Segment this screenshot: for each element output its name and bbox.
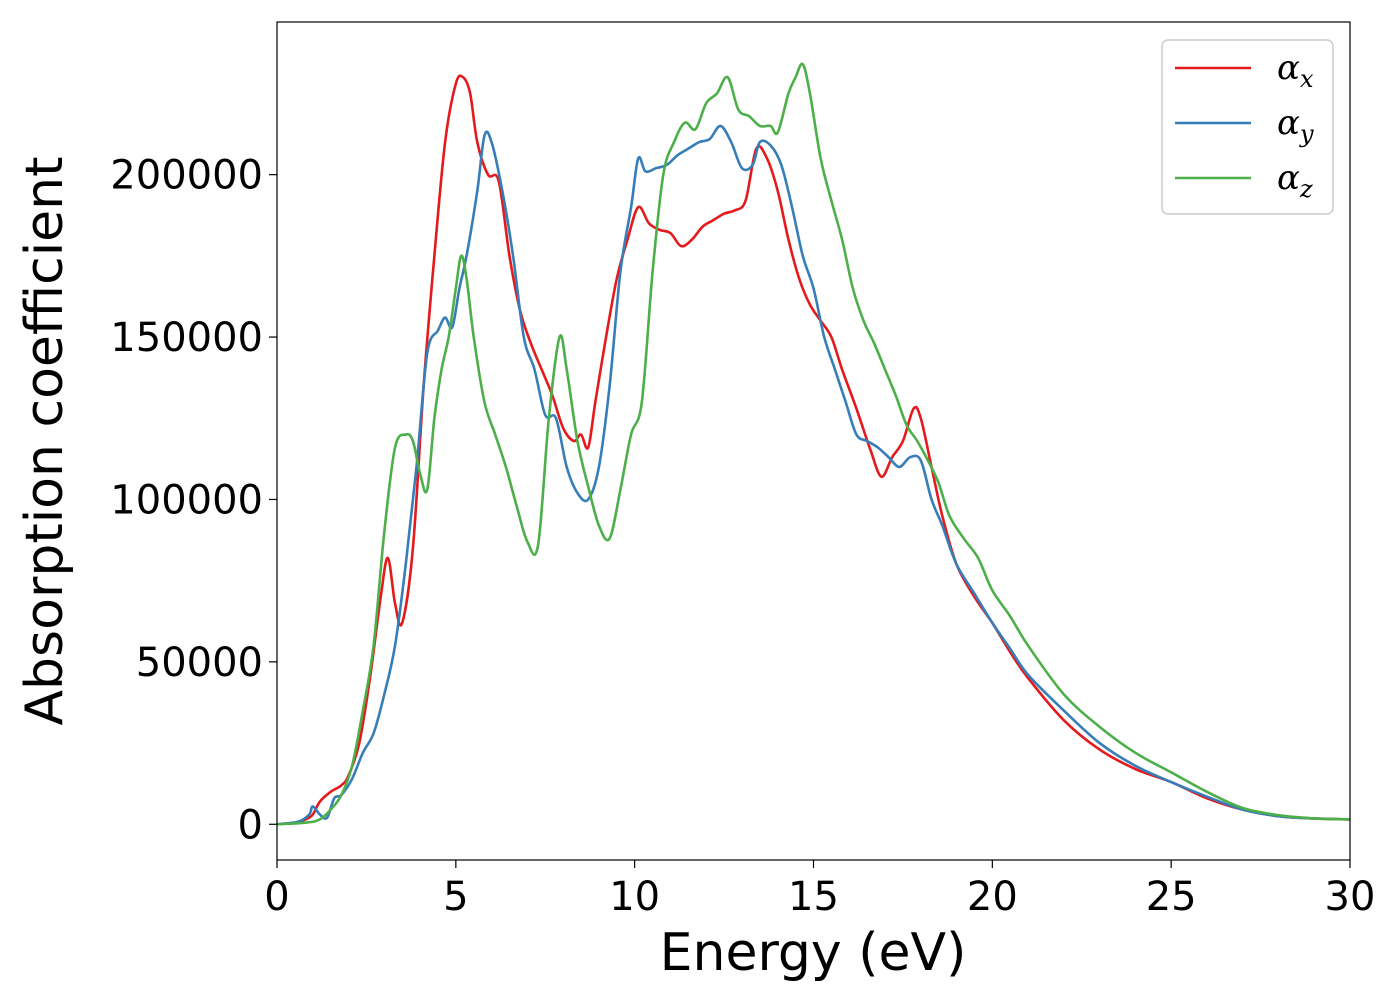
x-tick-label: 25 — [1146, 874, 1197, 920]
legend-label-alpha-x: αx — [1277, 48, 1314, 93]
series-line-alpha-z — [276, 62, 1351, 826]
y-axis-label: Absorption coefficient — [15, 156, 75, 725]
y-tick-label: 150000 — [110, 315, 263, 361]
x-tick-label: 5 — [443, 874, 468, 920]
y-tick-label: 200000 — [110, 153, 263, 199]
legend-entries: αx αy αz — [1175, 48, 1314, 203]
y-tick-label: 0 — [238, 802, 263, 848]
x-tick-label: 30 — [1325, 874, 1376, 920]
x-tick-label: 20 — [967, 874, 1018, 920]
legend-frame — [1161, 39, 1334, 215]
x-axis-ticks: 0 5 10 15 20 25 30 — [264, 860, 1375, 920]
y-tick-label: 100000 — [110, 477, 263, 523]
x-tick-label: 0 — [264, 874, 289, 920]
x-tick-label: 15 — [788, 874, 839, 920]
legend: αx αy αz — [1161, 39, 1334, 215]
x-axis-label: Energy (eV) — [660, 923, 967, 983]
series-layer — [276, 62, 1351, 826]
legend-label-alpha-y: αy — [1277, 103, 1314, 148]
y-tick-label: 50000 — [136, 640, 263, 686]
x-tick-label: 10 — [609, 874, 660, 920]
legend-label-alpha-z: αz — [1277, 158, 1313, 203]
series-line-alpha-y — [276, 124, 1351, 826]
y-axis-ticks: 0 50000 100000 150000 200000 — [110, 153, 277, 848]
